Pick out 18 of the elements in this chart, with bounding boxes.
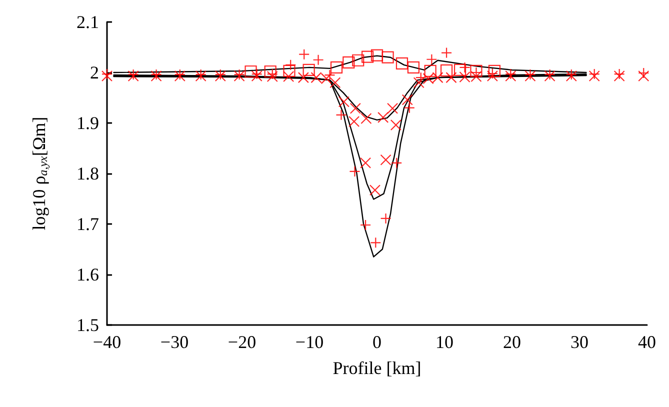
x-tick-label: 0 (372, 332, 382, 352)
x-tick-label: 40 (638, 332, 656, 352)
x-tick-label: 10 (436, 332, 454, 352)
y-tick-label: 1.7 (76, 214, 99, 234)
x-axis-title: Profile [km] (332, 358, 422, 378)
x-tick-label: −30 (160, 332, 189, 352)
y-tick-label: 2.1 (76, 12, 99, 32)
y-axis-title: log10 ρa,yx[Ωm] (29, 116, 50, 230)
y-tick-label: 1.9 (76, 113, 99, 133)
y-tick-label: 1.5 (76, 315, 99, 335)
x-tick-label: −40 (92, 332, 122, 352)
y-tick-label: 1.8 (76, 164, 99, 184)
x-tick-label: 30 (570, 332, 588, 352)
y-tick-label: 1.6 (76, 264, 99, 284)
x-tick-label: −10 (295, 332, 324, 352)
x-tick-label: −20 (228, 332, 256, 352)
y-tick-label: 2 (90, 62, 99, 82)
x-tick-label: 20 (503, 332, 521, 352)
